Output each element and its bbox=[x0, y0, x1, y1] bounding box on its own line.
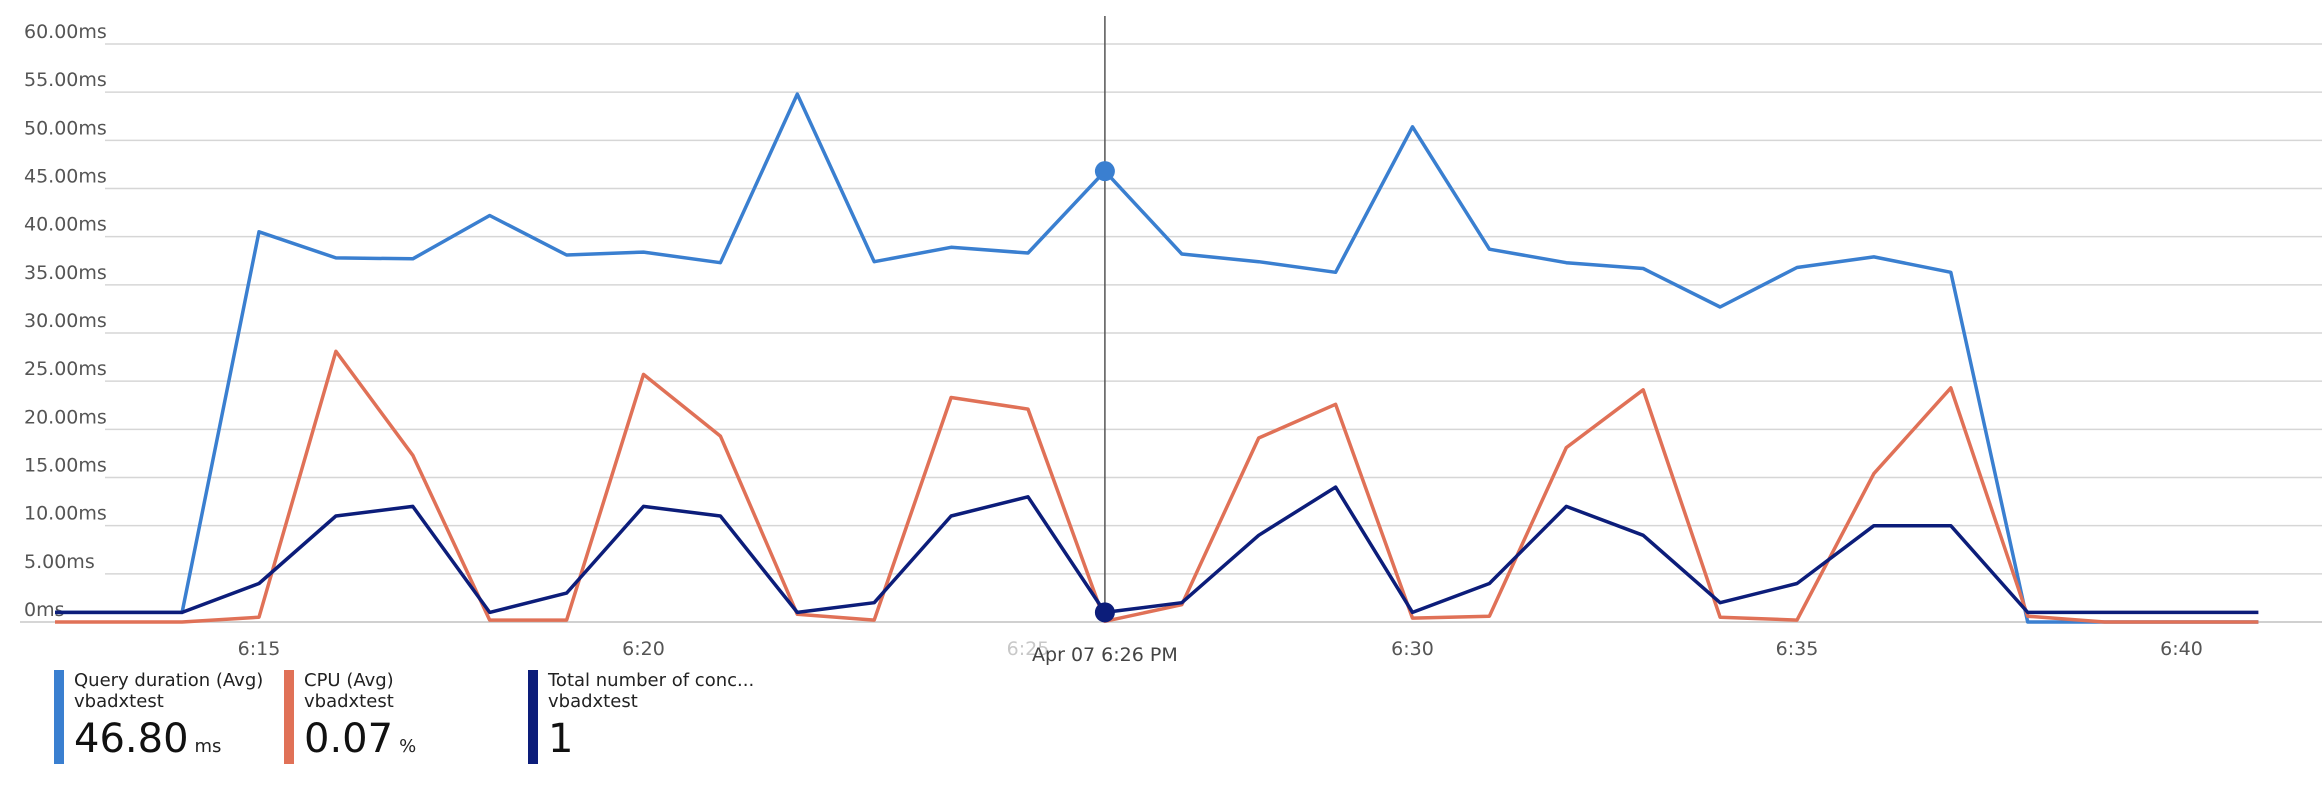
series-line-query-duration-avg bbox=[55, 92, 2259, 624]
y-tick-label: 35.00ms bbox=[24, 262, 107, 284]
x-tick-label: 6:35 bbox=[1776, 638, 1819, 660]
y-tick-label: 5.00ms bbox=[24, 551, 95, 573]
cursor-point-total-number-of-conc bbox=[1094, 602, 1115, 623]
cursor-time-label: Apr 07 6:26 PM bbox=[1032, 644, 1178, 665]
y-tick-label: 20.00ms bbox=[24, 406, 107, 428]
chart-legend: Query duration (Avg) vbadxtest 46.80 ms C… bbox=[54, 670, 808, 764]
line-chart: 0ms 5.00ms 10.00ms 15.00ms 20.00ms 25.00ms 30.… bbox=[20, 16, 2322, 665]
cursor-point-query-duration-avg bbox=[1094, 161, 1115, 182]
legend-series-source: vbadxtest bbox=[74, 691, 164, 712]
series-line-total-number-of-conc bbox=[55, 485, 2259, 615]
legend-item-concurrent-total[interactable]: Total number of conc... vbadxtest 1 bbox=[528, 670, 808, 764]
legend-series-value: 0.07 bbox=[304, 716, 394, 762]
legend-series-name: CPU (Avg) bbox=[304, 670, 394, 691]
y-tick-label: 60.00ms bbox=[24, 21, 107, 43]
y-tick-label: 0ms bbox=[24, 599, 65, 621]
x-axis-tick-labels: 6:15 6:20 6:25 6:30 6:35 6:40 bbox=[238, 638, 2203, 660]
y-tick-label: 45.00ms bbox=[24, 166, 107, 188]
legend-series-unit: ms bbox=[194, 736, 222, 757]
legend-series-source: vbadxtest bbox=[548, 691, 638, 712]
legend-item-query-duration[interactable]: Query duration (Avg) vbadxtest 46.80 ms bbox=[54, 670, 284, 764]
y-tick-label: 10.00ms bbox=[24, 503, 107, 525]
legend-swatch bbox=[284, 670, 294, 764]
legend-series-name: Query duration (Avg) bbox=[74, 670, 264, 691]
legend-series-unit: % bbox=[399, 736, 417, 757]
x-tick-label: 6:15 bbox=[238, 638, 281, 660]
x-tick-label: 6:40 bbox=[2160, 638, 2203, 660]
y-tick-label: 40.00ms bbox=[24, 214, 107, 236]
y-tick-label: 25.00ms bbox=[24, 358, 107, 380]
y-tick-label: 50.00ms bbox=[24, 117, 107, 139]
legend-series-value: 1 bbox=[548, 716, 574, 762]
hover-cursor: Apr 07 6:26 PM bbox=[1032, 16, 1178, 665]
legend-item-cpu[interactable]: CPU (Avg) vbadxtest 0.07% bbox=[284, 670, 528, 764]
x-tick-label: 6:20 bbox=[622, 638, 665, 660]
x-tick-label: 6:25 bbox=[1007, 638, 1050, 660]
legend-swatch bbox=[528, 670, 538, 764]
legend-swatch bbox=[54, 670, 64, 764]
series-line-cpu-avg bbox=[55, 349, 2259, 624]
x-tick-label: 6:30 bbox=[1391, 638, 1434, 660]
y-tick-label: 30.00ms bbox=[24, 310, 107, 332]
grid-lines bbox=[20, 43, 2322, 623]
legend-series-name: Total number of conc... bbox=[548, 670, 755, 691]
y-axis-tick-labels: 0ms 5.00ms 10.00ms 15.00ms 20.00ms 25.00ms 30.… bbox=[24, 21, 107, 621]
y-tick-label: 55.00ms bbox=[24, 69, 107, 91]
legend-series-source: vbadxtest bbox=[304, 691, 394, 712]
legend-series-value: 46.80 bbox=[74, 716, 189, 762]
series-lines bbox=[55, 92, 2259, 624]
y-tick-label: 15.00ms bbox=[24, 455, 107, 477]
